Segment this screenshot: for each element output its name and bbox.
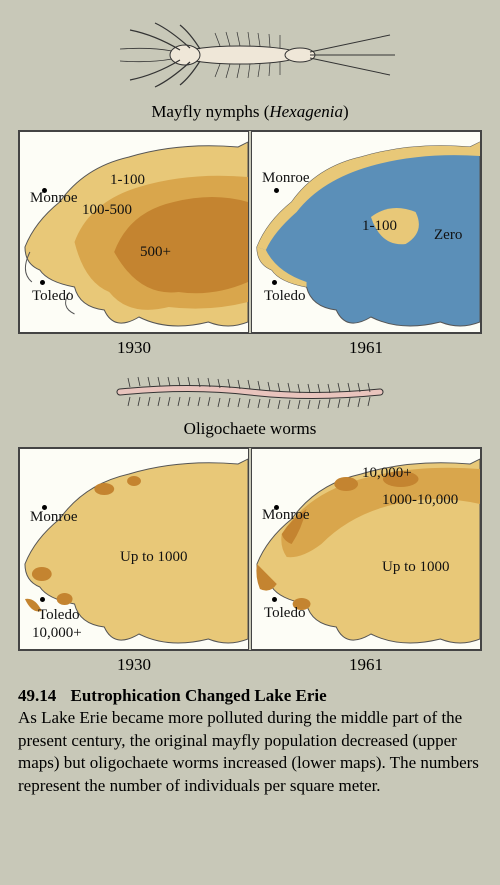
figure-caption: 49.14 Eutrophication Changed Lake Erie A… — [18, 685, 482, 797]
mayfly-map-1961: Monroe Toledo 1-100 Zero — [251, 131, 481, 333]
figure-body: As Lake Erie became more polluted during… — [18, 708, 479, 794]
worm-caption: Oligochaete worms — [18, 419, 482, 439]
mayfly-genus: Hexagenia — [269, 102, 343, 121]
mayfly-svg — [100, 15, 400, 95]
city-dot-icon — [40, 280, 45, 285]
mayfly-illustration — [18, 10, 482, 100]
figure-title: Eutrophication Changed Lake Erie — [71, 686, 327, 705]
zone-label-high: 500+ — [140, 244, 171, 261]
worm-year-row: 1930 1961 — [18, 655, 482, 675]
zone-label-low: Up to 1000 — [382, 559, 450, 576]
worm-illustration — [18, 364, 482, 419]
worm-svg — [110, 375, 390, 409]
mayfly-year-row: 1930 1961 — [18, 338, 482, 358]
zone-label-mid: 1000-10,000 — [382, 493, 458, 508]
city-toledo: Toledo — [264, 288, 305, 305]
zone-label-high: 10,000+ — [362, 465, 412, 482]
worm-map-grid: Monroe Toledo Up to 1000 10,000+ Monroe — [18, 447, 482, 651]
mayfly-map-1930: Monroe Toledo 1-100 100-500 500+ — [19, 131, 249, 333]
figure-number: 49.14 — [18, 686, 56, 705]
mayfly-label: Mayfly nymphs ( — [151, 102, 269, 121]
city-toledo: Toledo — [38, 607, 79, 624]
zone-label-low: 1-100 — [362, 218, 397, 235]
year-1961: 1961 — [250, 655, 482, 675]
mayfly-map-grid: Monroe Toledo 1-100 100-500 500+ Monroe … — [18, 130, 482, 334]
city-toledo: Toledo — [264, 605, 305, 622]
zone-label-mid: 100-500 — [82, 202, 132, 219]
city-monroe: Monroe — [262, 507, 310, 524]
zone-label-low: 1-100 — [110, 172, 145, 189]
figure-page: Mayfly nymphs (Hexagenia) Monroe Toledo … — [0, 0, 500, 885]
mayfly-close: ) — [343, 102, 349, 121]
worm-map-1961: Monroe Toledo 10,000+ 1000-10,000 Up to … — [251, 448, 481, 650]
city-dot-icon — [274, 188, 279, 193]
worm-map-1930: Monroe Toledo Up to 1000 10,000+ — [19, 448, 249, 650]
zone-label-low: Up to 1000 — [120, 549, 188, 566]
city-dot-icon — [272, 597, 277, 602]
city-monroe: Monroe — [30, 509, 78, 526]
zone-label-zero: Zero — [434, 227, 462, 244]
city-monroe: Monroe — [30, 190, 78, 207]
zone-label-high: 10,000+ — [32, 625, 82, 642]
year-1930: 1930 — [18, 655, 250, 675]
year-1930: 1930 — [18, 338, 250, 358]
city-dot-icon — [40, 597, 45, 602]
city-dot-icon — [272, 280, 277, 285]
city-toledo: Toledo — [32, 288, 73, 305]
year-1961: 1961 — [250, 338, 482, 358]
city-monroe: Monroe — [262, 170, 310, 187]
mayfly-caption: Mayfly nymphs (Hexagenia) — [18, 102, 482, 122]
